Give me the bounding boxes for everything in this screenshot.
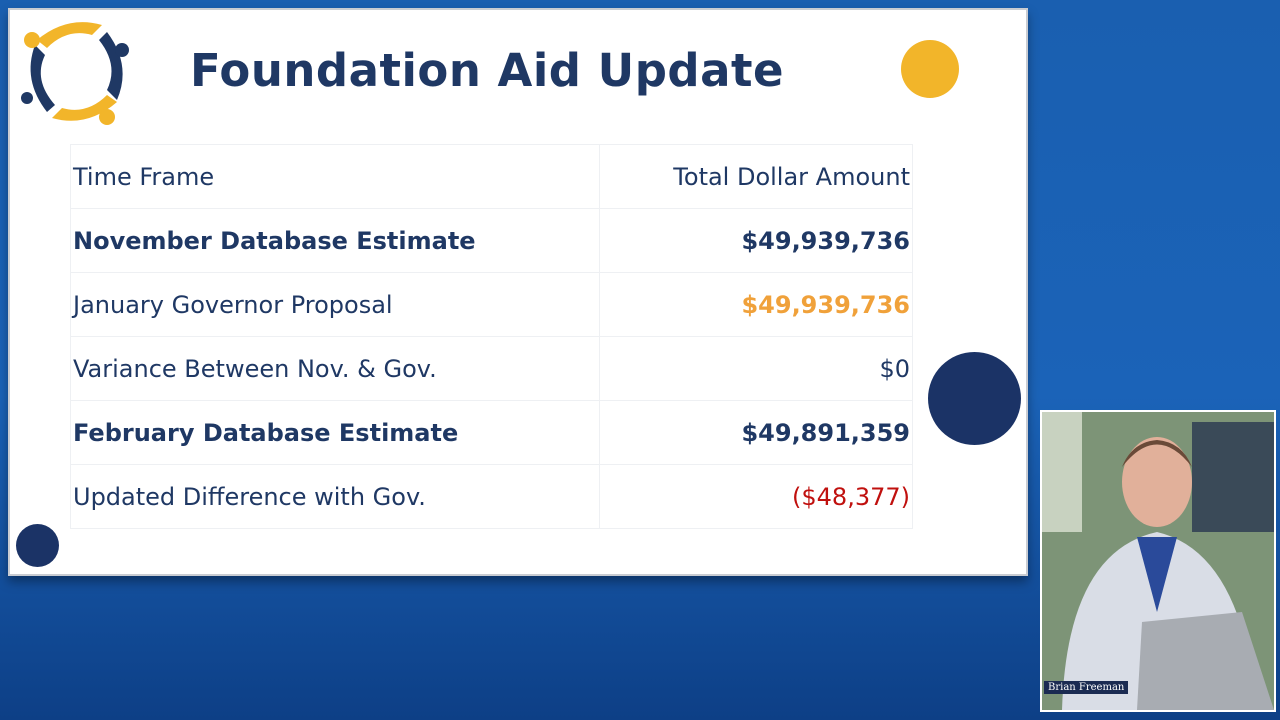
slide-title: Foundation Aid Update (190, 44, 785, 97)
time-frame: February Database Estimate (70, 400, 600, 465)
table-row: Updated Difference with Gov. ($48,377) (70, 464, 914, 529)
dollar-amount: ($48,377) (598, 464, 914, 529)
webcam: Brian Freeman (1040, 410, 1276, 712)
header-cell: Time Frame (70, 144, 600, 209)
header-row: Time Frame Total Dollar Amount (70, 144, 914, 209)
webcam-feed (1042, 412, 1274, 710)
dollar-amount: $49,939,736 (598, 272, 914, 337)
time-frame: Variance Between Nov. & Gov. (70, 336, 600, 401)
table-row: February Database Estimate $49,891,359 (70, 400, 914, 465)
decor-dot (16, 524, 59, 567)
slide: Foundation Aid Update Time Frame Total D… (8, 8, 1028, 576)
time-frame: Updated Difference with Gov. (70, 464, 600, 529)
time-frame: November Database Estimate (70, 208, 600, 273)
table-row: November Database Estimate $49,939,736 (70, 208, 914, 273)
data-table: Time Frame Total Dollar Amount November … (70, 144, 914, 529)
dollar-amount: $49,939,736 (598, 208, 914, 273)
name-label: Brian Freeman (1044, 681, 1129, 694)
dollar-amount: $0 (598, 336, 914, 401)
logo (21, 22, 129, 125)
dollar-amount: $49,891,359 (598, 400, 914, 465)
time-frame: January Governor Proposal (70, 272, 600, 337)
decor-dot (901, 40, 959, 98)
table-row: January Governor Proposal $49,939,736 (70, 272, 914, 337)
decor-dot (928, 352, 1021, 445)
table-row: Variance Between Nov. & Gov. $0 (70, 336, 914, 401)
header-cell: Total Dollar Amount (598, 144, 914, 209)
